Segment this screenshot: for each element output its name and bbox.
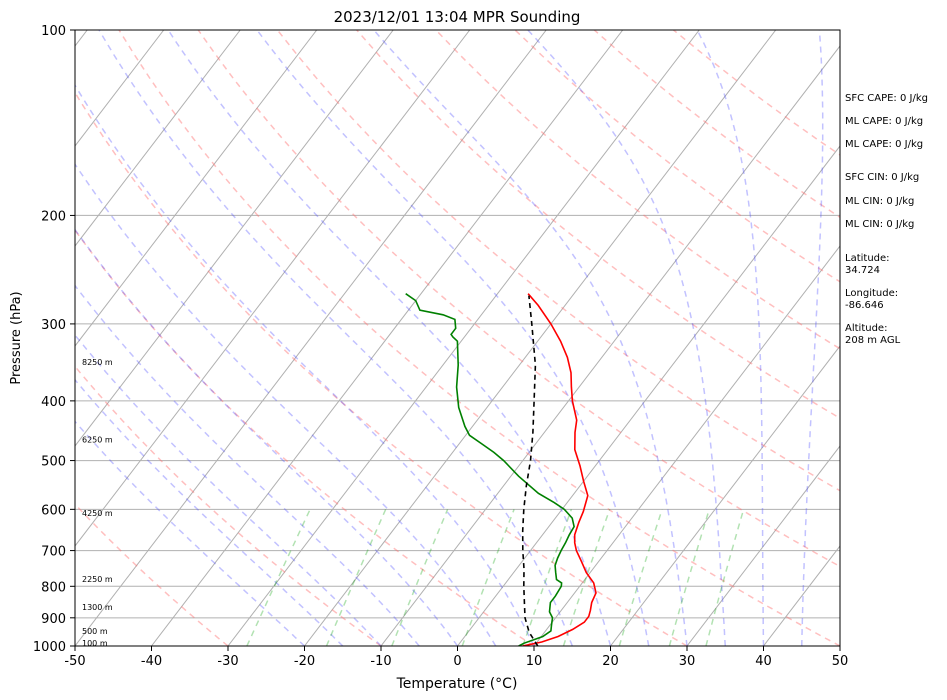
mixing-ratio-line (562, 509, 611, 646)
x-tick-label: 40 (755, 654, 772, 669)
x-tick-label: 50 (832, 654, 849, 669)
isotherm-line (380, 45, 840, 646)
profile-line-2 (405, 293, 575, 646)
isotherm-line (227, 30, 700, 646)
y-tick-label: 1000 (33, 640, 66, 655)
dry-adiabat-line (118, 30, 840, 646)
isotherm-line (610, 345, 840, 646)
mixing-ratio-line (391, 509, 449, 646)
x-tick-label: -10 (370, 654, 391, 669)
height-label: 500 m (82, 627, 108, 636)
y-axis-label: Pressure (hPa) (9, 291, 24, 384)
isotherm-line (457, 145, 840, 646)
profile-line-3 (521, 295, 539, 646)
dry-adiabat-line (435, 30, 840, 350)
plot-frame (74, 29, 841, 647)
grid-layer (75, 30, 840, 646)
moist-adiabat-line (801, 30, 824, 646)
dry-adiabat-line (514, 30, 840, 283)
x-tick-label: 10 (526, 654, 543, 669)
moist-adiabat-line (167, 30, 612, 646)
moist-adiabat-line (75, 420, 306, 646)
sfc-cin-text: SFC CIN: 0 J/kg (845, 172, 920, 183)
isotherm-line (75, 30, 547, 646)
y-tick-label: 200 (41, 209, 66, 224)
height-label: 4250 m (82, 509, 113, 518)
ml-cape-text-2: ML CAPE: 0 J/kg (845, 139, 924, 150)
altitude-text: Altitude: 208 m AGL (845, 323, 901, 346)
ml-cin-text-1: ML CIN: 0 J/kg (845, 196, 915, 207)
height-label: 2250 m (82, 575, 113, 584)
isotherm-line (75, 30, 471, 547)
moist-adiabat-line (75, 83, 535, 646)
y-tick-label: 800 (41, 580, 66, 595)
y-tick-label: 700 (41, 545, 66, 560)
sfc-cape-text: SFC CAPE: 0 J/kg (845, 93, 928, 104)
moist-adiabat-line (75, 333, 382, 646)
data-layer (405, 293, 597, 646)
isotherm-line (75, 30, 241, 247)
height-label: 8250 m (82, 358, 113, 367)
y-tick-label: 500 (41, 455, 66, 470)
y-tick-label: 300 (41, 318, 66, 333)
y-tick-label: 900 (41, 612, 66, 627)
moist-adiabat-line (98, 30, 574, 646)
dry-adiabat-line (75, 91, 688, 646)
height-label: 100 m (82, 639, 108, 648)
moist-adiabat-line (527, 30, 727, 646)
moist-adiabat-line (256, 30, 650, 646)
longitude-text: Longitude: -86.646 (845, 288, 899, 311)
dry-adiabat-line (276, 30, 840, 492)
moist-adiabat-line (75, 284, 420, 646)
x-tick-label: -30 (217, 654, 238, 669)
x-axis-label: Temperature (°C) (396, 676, 518, 692)
dry-adiabat-line (75, 229, 535, 646)
x-tick-label: 30 (679, 654, 696, 669)
x-tick-label: -40 (141, 654, 162, 669)
isotherm-line (151, 30, 624, 646)
y-tick-label: 600 (41, 503, 66, 518)
moist-adiabat-line (696, 30, 765, 646)
dry-adiabat-line (197, 30, 840, 568)
isotherm-line (304, 30, 777, 646)
axis-layer: 100 m 500 m 1300 m 2250 m 4250 m 6250 m 8250 m… (33, 24, 848, 669)
height-label: 6250 m (82, 435, 113, 444)
profile-line-1 (522, 293, 597, 646)
moist-adiabat-line (75, 228, 459, 646)
x-tick-label: 20 (602, 654, 619, 669)
moist-adiabat-line (75, 378, 344, 646)
moist-adiabat-line (373, 30, 688, 646)
mixing-ratio-line (246, 508, 311, 646)
y-tick-label: 100 (41, 24, 66, 39)
x-tick-label: 0 (453, 654, 461, 669)
latitude-text: Latitude: 34.724 (845, 253, 890, 276)
mixing-ratio-line (522, 509, 573, 646)
mixing-ratio-line (705, 509, 745, 646)
isotherm-line (75, 30, 165, 147)
ml-cape-text-1: ML CAPE: 0 J/kg (845, 116, 924, 127)
isotherm-line (75, 30, 318, 347)
x-tick-label: -50 (64, 654, 85, 669)
height-label: 1300 m (82, 603, 113, 612)
x-tick-label: -20 (294, 654, 315, 669)
moist-adiabat-line (75, 162, 497, 646)
dry-adiabat-line (75, 503, 229, 646)
isotherm-line (75, 30, 394, 447)
y-tick-label: 400 (41, 395, 66, 410)
mixing-ratio-line (668, 509, 710, 646)
isotherm-line (686, 445, 840, 646)
mixing-ratio-line (618, 509, 663, 646)
ml-cin-text-2: ML CIN: 0 J/kg (845, 219, 915, 230)
isotherm-line (533, 245, 840, 646)
dry-adiabat-line (356, 30, 840, 420)
chart-title: 2023/12/01 13:04 MPR Sounding (334, 8, 581, 26)
